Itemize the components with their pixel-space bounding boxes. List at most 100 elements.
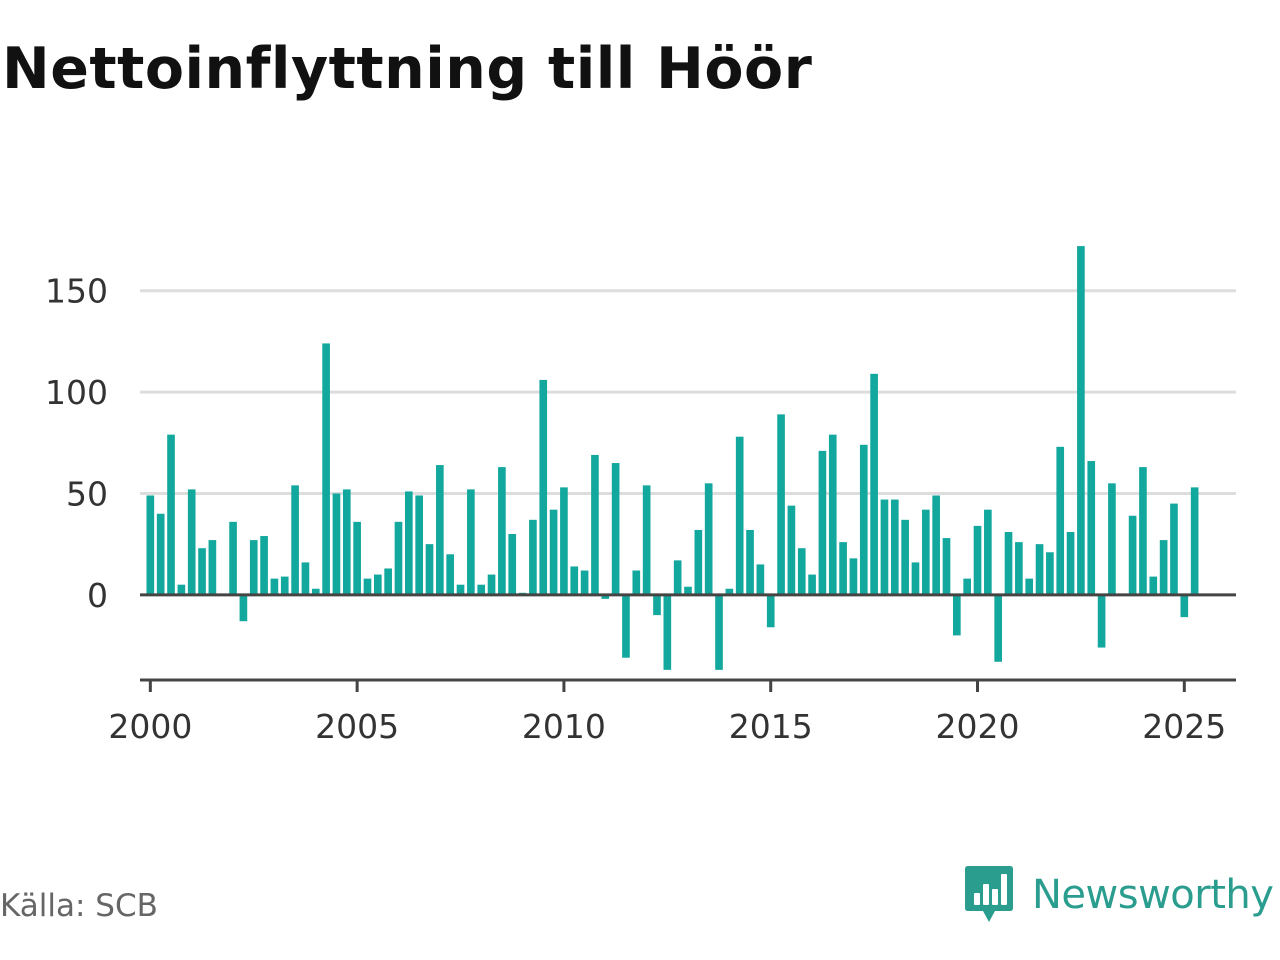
bar: [880, 499, 889, 595]
bar: [384, 568, 392, 595]
bar: [611, 463, 620, 595]
bar: [828, 434, 837, 595]
bar: [818, 450, 827, 595]
chart-title: Nettoinflyttning till Höör: [2, 36, 813, 102]
y-axis-ticks: 0 50 100 150: [45, 272, 108, 615]
bar: [208, 540, 217, 595]
x-tick-label: 2000: [108, 707, 192, 746]
bar: [415, 495, 423, 595]
bar: [973, 525, 982, 595]
bar: [777, 414, 785, 595]
bar: [921, 509, 930, 595]
bar: [632, 570, 641, 595]
y-tick-label: 150: [45, 272, 108, 311]
bar: [1149, 576, 1158, 595]
x-tick-label: 2015: [729, 707, 813, 746]
bar: [673, 560, 682, 595]
bar: [746, 529, 754, 595]
x-tick-label: 2025: [1142, 707, 1226, 746]
brand-name: Newsworthy: [1032, 872, 1274, 918]
bar: [1180, 594, 1189, 618]
bar: [797, 548, 806, 595]
x-tick-label: 2020: [936, 707, 1020, 746]
bar: [1056, 446, 1065, 595]
bar: [932, 495, 940, 595]
bar: [311, 588, 320, 595]
bar: [1046, 552, 1054, 595]
bar: [177, 584, 186, 595]
bar: [984, 509, 992, 595]
bar: [704, 483, 713, 595]
bar: [498, 467, 506, 595]
bar: [994, 594, 1003, 662]
bar: [477, 584, 486, 595]
bar: [539, 379, 548, 595]
bar: [642, 485, 651, 595]
bar: [436, 465, 444, 595]
bar: [394, 521, 403, 595]
bar: [1025, 578, 1034, 595]
bar: [684, 586, 692, 595]
bar: [1128, 515, 1137, 595]
bar: [260, 536, 268, 595]
bar: [694, 529, 703, 595]
bar: [890, 499, 899, 595]
bar: [766, 594, 775, 628]
bar: [146, 495, 155, 595]
bar: [342, 489, 351, 595]
bar: [187, 489, 196, 595]
y-tick-label: 100: [45, 373, 108, 412]
bar: [1170, 503, 1178, 595]
bar: [291, 485, 299, 595]
bar: [1015, 542, 1023, 595]
x-tick-label: 2010: [522, 707, 606, 746]
bar: [249, 540, 258, 595]
bar: [859, 444, 868, 595]
bar: [446, 554, 455, 595]
bar: [280, 576, 289, 595]
bar: [1190, 487, 1199, 595]
bar: [167, 434, 175, 595]
bar: [270, 578, 279, 595]
gridlines: [140, 289, 1236, 495]
bar: [529, 519, 537, 595]
bar: [870, 373, 878, 595]
bar: [229, 521, 237, 595]
bar: [570, 566, 579, 595]
bar: [849, 558, 858, 595]
y-tick-label: 0: [87, 576, 108, 615]
bar: [1004, 531, 1013, 595]
bar-chart-speech-bubble-icon: [965, 866, 1013, 922]
bar: [508, 534, 517, 595]
bar: [663, 594, 672, 670]
bar: [953, 594, 961, 636]
bar: [839, 542, 847, 595]
bar: [591, 454, 599, 595]
bar: [1035, 544, 1044, 595]
bar: [373, 574, 382, 595]
source-note: Källa: SCB: [0, 888, 158, 924]
bar: [725, 588, 734, 595]
bar: [901, 519, 909, 595]
bar: [549, 509, 558, 595]
bar: [787, 505, 796, 595]
bar: [467, 489, 475, 595]
bar: [1087, 461, 1096, 595]
y-tick-label: 50: [66, 474, 108, 513]
bar: [715, 594, 723, 670]
bar: [756, 564, 765, 595]
bar: [332, 493, 341, 595]
brand-logo: Newsworthy: [964, 864, 1274, 926]
bar: [1077, 246, 1085, 595]
bar: [322, 343, 330, 595]
bar: [601, 594, 610, 599]
bar: [808, 574, 816, 595]
bars: [146, 246, 1199, 670]
x-tick-label: 2005: [315, 707, 399, 746]
bar: [1139, 467, 1147, 595]
bar: [911, 562, 920, 595]
bar: [560, 487, 568, 595]
bar: [198, 548, 206, 595]
bar: [301, 562, 310, 595]
